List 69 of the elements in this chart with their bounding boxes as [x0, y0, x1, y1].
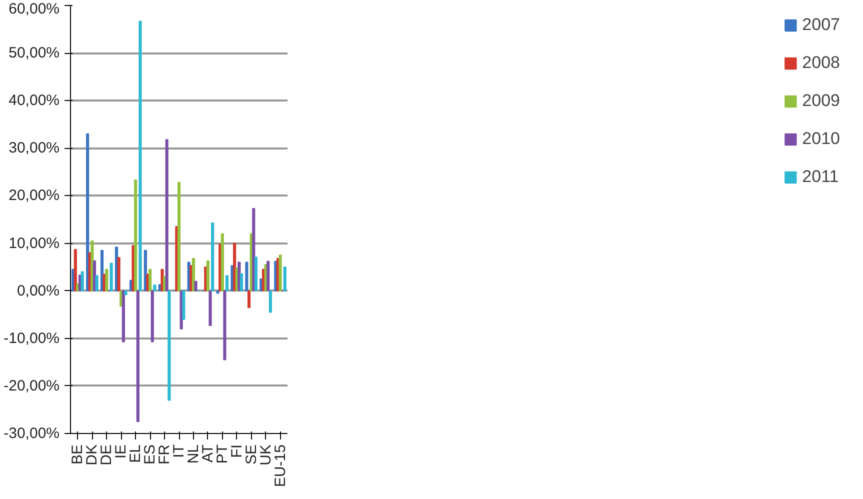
bar [208, 290, 212, 326]
bar [165, 139, 168, 292]
legend-label: 2008 [802, 53, 840, 73]
bar [168, 290, 171, 401]
bar [182, 290, 186, 320]
bar [134, 180, 138, 292]
bar [100, 250, 104, 292]
x-tick-label: FR [156, 444, 174, 464]
legend-label: 2010 [802, 129, 840, 149]
bar [278, 254, 282, 292]
bar [194, 280, 198, 292]
x-tick-label: IT [170, 444, 188, 458]
y-tick-label: 0,00% [16, 282, 60, 300]
bar [268, 290, 272, 313]
y-tick-label: 10,00% [8, 234, 60, 252]
bar [245, 262, 248, 292]
x-tick-label: EL [127, 444, 144, 463]
y-tick-label: 40,00% [8, 92, 60, 110]
legend-label: 2011 [802, 167, 839, 187]
y-tick-label: 30,00% [8, 140, 60, 157]
bar [247, 290, 251, 308]
bar [206, 260, 210, 292]
x-tick-label: ES [142, 444, 159, 465]
x-tick-label: DE [98, 444, 116, 466]
x-tick-label: BE [69, 444, 86, 465]
legend-label: 2007 [802, 15, 840, 35]
x-tick-label: NL [184, 444, 202, 464]
bar [220, 233, 224, 292]
bar [223, 290, 226, 360]
bar [211, 222, 214, 292]
bar [95, 275, 98, 292]
bar [86, 133, 90, 292]
y-tick-label: 20,00% [8, 187, 60, 204]
bar [136, 290, 140, 422]
legend-label: 2009 [802, 91, 840, 111]
x-tick-label: UK [257, 444, 274, 466]
bar [216, 290, 220, 294]
bar [283, 266, 286, 292]
x-tick-label: EU-15 [272, 444, 289, 488]
bar [177, 182, 181, 292]
bar [153, 284, 156, 292]
bar [138, 20, 142, 292]
x-tick-label: DK [84, 444, 101, 466]
bar [254, 256, 258, 292]
bar [124, 290, 128, 296]
bar [122, 290, 125, 342]
x-tick-label: FI [228, 444, 246, 458]
y-tick-label: -30,00% [4, 425, 60, 442]
bar [225, 275, 229, 292]
bar [233, 242, 236, 292]
x-tick-label: PT [214, 444, 231, 464]
bar [117, 257, 120, 292]
x-tick-label: SE [242, 444, 260, 465]
y-tick-label: -20,00% [4, 377, 60, 394]
y-tick-label: -10,00% [4, 330, 60, 347]
bar [148, 268, 152, 292]
bar [105, 268, 108, 292]
x-tick-label: AT [199, 444, 216, 463]
y-tick-label: 60,00% [8, 0, 60, 18]
bar [160, 268, 164, 292]
x-tick-label: IE [112, 444, 130, 459]
bar [80, 271, 84, 292]
bar [266, 260, 270, 292]
bar [252, 208, 256, 292]
bar [240, 273, 244, 292]
bar [110, 262, 113, 292]
y-tick-label: 50,00% [8, 44, 60, 62]
bar [150, 290, 154, 342]
bar [74, 248, 77, 292]
